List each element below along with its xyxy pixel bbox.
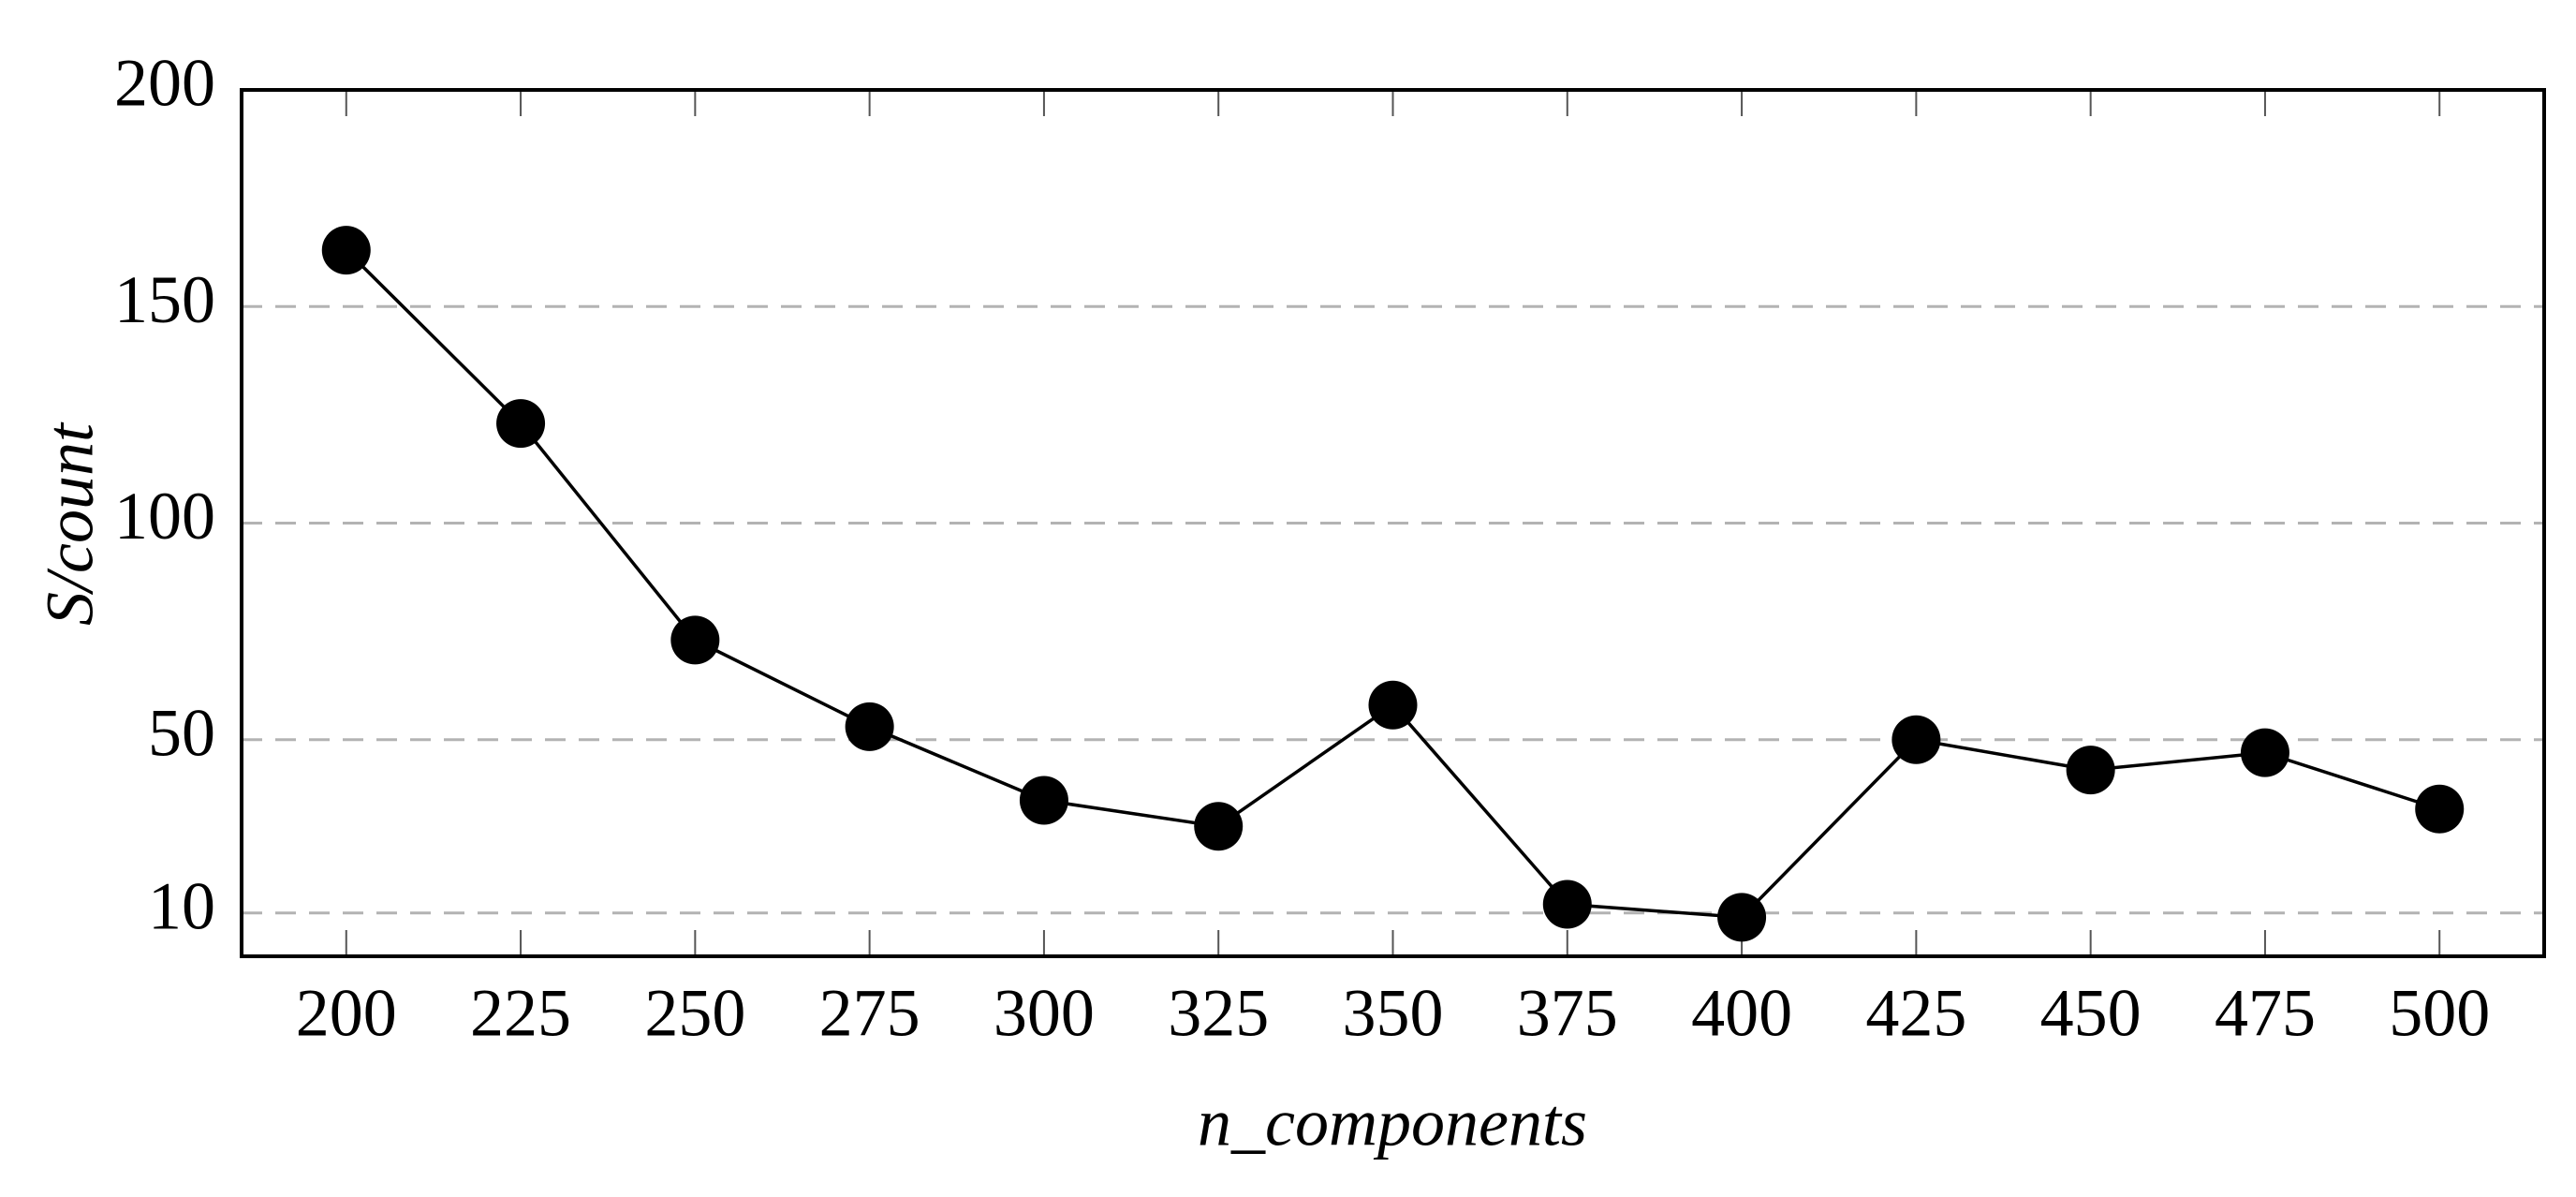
marker: [2415, 784, 2465, 834]
x-tick-label: 400: [1691, 976, 1792, 1051]
x-tick-label: 250: [644, 976, 745, 1051]
y-axis-title: S/count: [33, 421, 108, 626]
x-tick-label: 225: [470, 976, 571, 1051]
plot-frame: [240, 88, 2546, 958]
y-tick-label: 150: [114, 262, 215, 337]
line: [345, 248, 2440, 920]
x-tick-label: 375: [1517, 976, 1618, 1051]
x-tick-label: 425: [1865, 976, 1966, 1051]
x-tick-label: 450: [2040, 976, 2142, 1051]
x-tick-label: 300: [994, 976, 1095, 1051]
marker: [670, 615, 720, 665]
marker: [1194, 802, 1244, 851]
y-tick-label: 100: [114, 479, 215, 554]
y-tick-label: 10: [148, 868, 215, 943]
x-tick-label: 275: [819, 976, 920, 1051]
x-tick-label: 325: [1168, 976, 1269, 1051]
marker: [496, 399, 546, 449]
x-tick-label: 475: [2215, 976, 2316, 1051]
marker: [845, 702, 894, 751]
y-tick-label: 200: [114, 46, 215, 121]
marker: [2240, 728, 2289, 777]
marker: [321, 226, 371, 275]
marker: [1717, 893, 1767, 942]
marker: [1542, 879, 1592, 929]
x-tick-label: 350: [1343, 976, 1444, 1051]
marker: [1019, 776, 1068, 825]
y-tick-label: 50: [148, 695, 215, 770]
x-axis-title: n_components: [1198, 1086, 1587, 1160]
x-tick-label: 200: [296, 976, 397, 1051]
marker: [1368, 680, 1418, 730]
x-tick-label: 500: [2389, 976, 2490, 1051]
marker: [2066, 746, 2115, 795]
marker: [1892, 715, 1941, 764]
